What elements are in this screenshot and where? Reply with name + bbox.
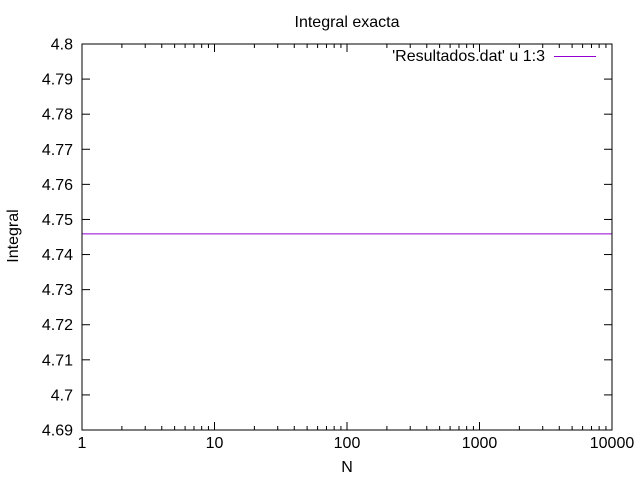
chart-title: Integral exacta	[295, 14, 400, 31]
y-axis-label: Integral	[5, 209, 22, 262]
axis-ticks	[81, 43, 613, 431]
y-tick-label: 4.7	[51, 387, 73, 404]
x-tick-label: 1000	[462, 435, 498, 452]
y-tick-label: 4.78	[42, 107, 73, 124]
tick-labels: 4.69 4.7 4.71 4.72 4.73 4.74 4.75 4.76 4.77 4.78 4…	[42, 37, 634, 453]
y-tick-label: 4.8	[51, 37, 73, 54]
x-tick-label: 10	[206, 435, 224, 452]
y-tick-label: 4.72	[42, 317, 73, 334]
y-tick-label: 4.71	[42, 352, 73, 369]
legend: 'Resultados.dat' u 1:3	[392, 48, 596, 65]
y-tick-label: 4.69	[42, 423, 73, 440]
legend-label: 'Resultados.dat' u 1:3	[392, 48, 545, 65]
y-tick-label: 4.76	[42, 177, 73, 194]
x-tick-label: 100	[334, 435, 361, 452]
plot-frame	[81, 43, 613, 431]
y-tick-label: 4.77	[42, 142, 73, 159]
x-tick-label: 1	[78, 435, 87, 452]
y-tick-label: 4.75	[42, 212, 73, 229]
y-tick-label: 4.79	[42, 72, 73, 89]
x-tick-label: 10000	[590, 435, 635, 452]
x-axis-label: N	[341, 459, 353, 476]
y-tick-label: 4.74	[42, 247, 73, 264]
y-tick-label: 4.73	[42, 282, 73, 299]
